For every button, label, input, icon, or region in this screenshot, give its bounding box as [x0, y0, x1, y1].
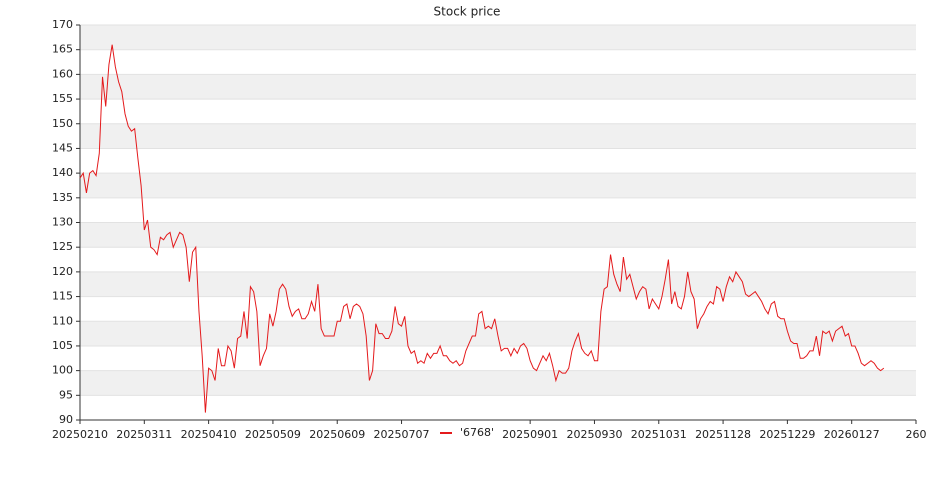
y-tick-label: 135: [52, 191, 73, 204]
x-tick-label: 20250210: [52, 428, 108, 441]
grid-band: [80, 271, 916, 297]
x-tick-label: 20260127: [824, 428, 880, 441]
grid-band: [80, 74, 916, 100]
x-tick-label: 20250410: [181, 428, 237, 441]
y-tick-label: 120: [52, 265, 73, 278]
grid-band: [80, 370, 916, 396]
y-tick-label: 130: [52, 216, 73, 229]
y-tick-label: 145: [52, 141, 73, 154]
grid-band: [80, 222, 916, 248]
y-tick-label: 160: [52, 67, 73, 80]
x-tick-label: 260: [906, 428, 927, 441]
y-tick-label: 155: [52, 92, 73, 105]
x-tick-label: 20250509: [245, 428, 301, 441]
legend-label: '6768': [460, 426, 494, 439]
chart-title: Stock price: [434, 5, 501, 19]
x-tick-label: 20250609: [309, 428, 365, 441]
y-tick-label: 90: [59, 413, 73, 426]
x-tick-label: 20250311: [116, 428, 172, 441]
x-tick-label: 20251128: [695, 428, 751, 441]
y-tick-label: 115: [52, 290, 73, 303]
x-tick-label: 20250930: [566, 428, 622, 441]
grid-band: [80, 25, 916, 50]
y-tick-label: 170: [52, 18, 73, 31]
y-tick-label: 110: [52, 314, 73, 327]
y-tick-label: 95: [59, 388, 73, 401]
x-tick-label: 20251031: [631, 428, 687, 441]
y-tick-label: 150: [52, 117, 73, 130]
grid-band: [80, 123, 916, 149]
price-line: [79, 44, 885, 413]
grid-band: [80, 173, 916, 198]
y-tick-label: 140: [52, 166, 73, 179]
y-tick-label: 100: [52, 364, 73, 377]
y-tick-label: 165: [52, 43, 73, 56]
x-tick-label: 20250901: [502, 428, 558, 441]
x-tick-label: 20250707: [374, 428, 430, 441]
x-tick-label: 20251229: [759, 428, 815, 441]
y-tick-label: 125: [52, 240, 73, 253]
y-tick-label: 105: [52, 339, 73, 352]
